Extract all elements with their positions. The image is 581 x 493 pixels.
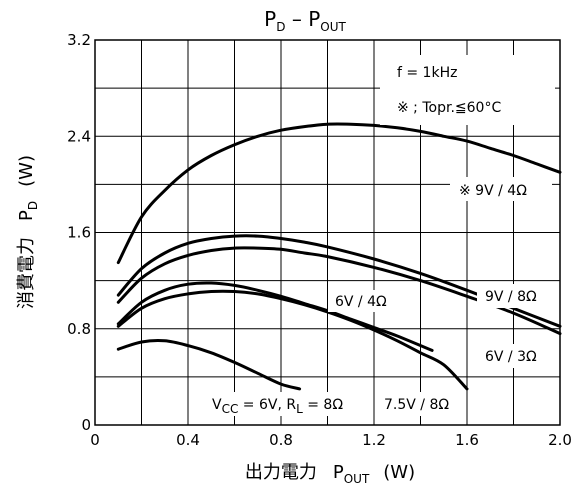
x-tick-label: 2.0 xyxy=(548,431,572,449)
label-vcc-rl: VCC = 6V, RL = 8Ω xyxy=(212,397,343,416)
y-tick-label: 0.8 xyxy=(67,320,91,338)
chart-title: PD – POUT xyxy=(264,7,346,34)
y-axis-label: 消費電力PD(W) xyxy=(16,155,40,309)
curves xyxy=(116,122,562,391)
temperature-note: ※ ; Topr.≦60°C xyxy=(397,100,501,116)
y-tick-label: 1.6 xyxy=(67,224,91,242)
x-axis-label: 出力電力 POUT (W) xyxy=(245,462,415,486)
x-tick-label: 0 xyxy=(90,431,100,449)
y-axis-ticks: 0 0.8 1.6 2.4 3.2 xyxy=(67,31,91,434)
annotation-box: f = 1kHz ※ ; Topr.≦60°C xyxy=(380,55,555,125)
x-axis-ticks: 0 0.4 0.8 1.2 1.6 2.0 xyxy=(90,431,572,449)
series-line-5 xyxy=(116,339,302,391)
x-tick-label: 1.6 xyxy=(455,431,479,449)
label-9v-4ohm: ※ 9V / 4Ω xyxy=(459,183,527,199)
series-line-0 xyxy=(116,122,562,265)
label-6v-3ohm: 6V / 3Ω xyxy=(485,349,537,365)
label-6v-4ohm: 6V / 4Ω xyxy=(335,294,387,310)
frequency-note: f = 1kHz xyxy=(397,65,457,81)
x-tick-label: 0.4 xyxy=(176,431,200,449)
label-9v-8ohm: 9V / 8Ω xyxy=(485,289,537,305)
label-7-5v-8ohm: 7.5V / 8Ω xyxy=(384,397,449,413)
y-tick-label: 3.2 xyxy=(67,31,91,49)
y-tick-label: 2.4 xyxy=(67,127,91,145)
series-line-4 xyxy=(116,289,469,391)
y-tick-label: 0 xyxy=(81,416,91,434)
x-tick-label: 0.8 xyxy=(269,431,293,449)
series-line-3 xyxy=(116,281,434,352)
curve-labels: ※ 9V / 4Ω 9V / 8Ω 6V / 3Ω 6V / 4Ω 7.5V /… xyxy=(205,177,552,416)
x-tick-label: 1.2 xyxy=(362,431,386,449)
series-line-2 xyxy=(116,246,562,336)
series-line-1 xyxy=(116,234,562,328)
plot-frame xyxy=(94,39,561,426)
